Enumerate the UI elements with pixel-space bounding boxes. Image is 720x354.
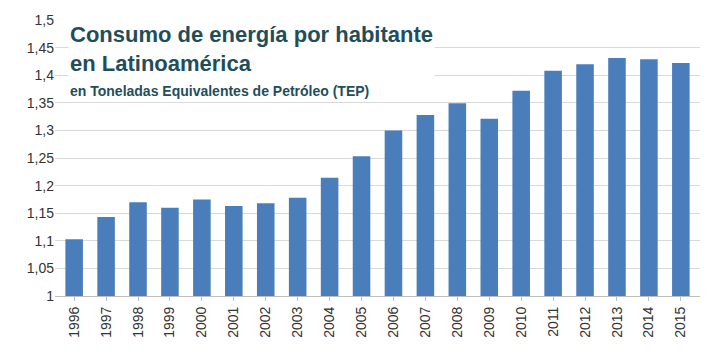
svg-text:2004: 2004 [321, 306, 337, 337]
svg-text:1,45: 1,45 [27, 40, 54, 56]
svg-text:en Toneladas Equivalentes de P: en Toneladas Equivalentes de Petróleo (T… [70, 83, 369, 99]
svg-text:1,4: 1,4 [35, 67, 55, 83]
svg-text:2002: 2002 [257, 306, 273, 337]
svg-text:1996: 1996 [66, 306, 82, 337]
svg-text:2006: 2006 [385, 306, 401, 337]
svg-text:2007: 2007 [417, 306, 433, 337]
svg-text:1999: 1999 [162, 306, 178, 337]
svg-text:1,25: 1,25 [27, 150, 54, 166]
svg-text:1,15: 1,15 [27, 205, 54, 221]
svg-text:2005: 2005 [353, 306, 369, 337]
svg-text:2010: 2010 [513, 306, 529, 337]
svg-text:2015: 2015 [672, 306, 688, 337]
svg-text:2000: 2000 [193, 306, 209, 337]
svg-text:2011: 2011 [545, 306, 561, 336]
svg-text:2001: 2001 [225, 306, 241, 337]
svg-text:1,2: 1,2 [35, 178, 55, 194]
svg-text:Consumo de energía por habitan: Consumo de energía por habitanteen Latin… [70, 22, 433, 76]
svg-text:1,3: 1,3 [35, 122, 55, 138]
svg-text:1,35: 1,35 [27, 95, 54, 111]
svg-text:1,5: 1,5 [35, 12, 55, 28]
svg-text:1,1: 1,1 [35, 233, 55, 249]
svg-text:1,05: 1,05 [27, 260, 54, 276]
svg-text:2012: 2012 [577, 306, 593, 337]
svg-text:1997: 1997 [98, 306, 114, 337]
svg-text:2014: 2014 [640, 306, 656, 337]
svg-text:2009: 2009 [481, 306, 497, 337]
svg-text:2008: 2008 [449, 306, 465, 337]
svg-text:1: 1 [46, 288, 54, 304]
svg-text:2013: 2013 [609, 306, 625, 337]
svg-text:2003: 2003 [289, 306, 305, 337]
svg-text:1998: 1998 [130, 306, 146, 337]
